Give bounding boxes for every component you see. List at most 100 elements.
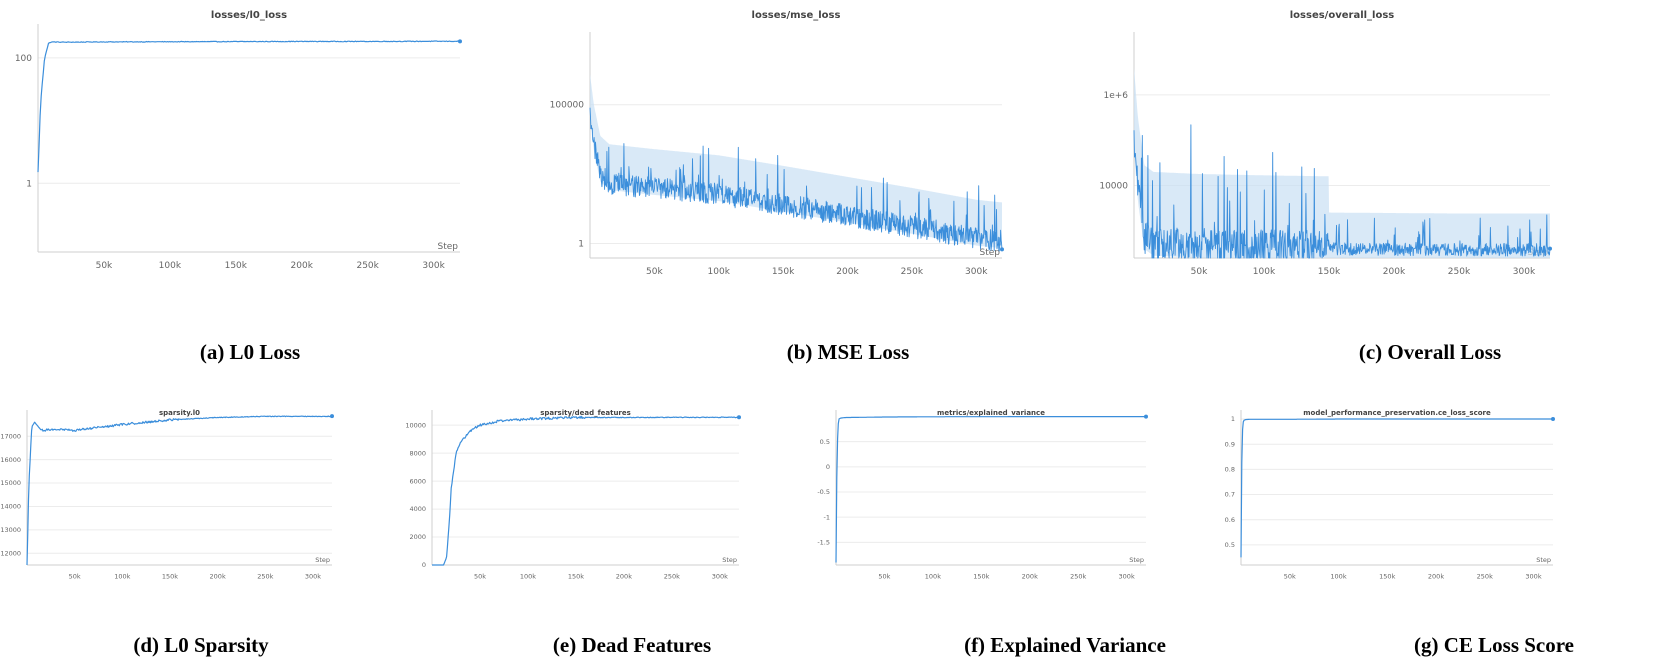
explained-variance-chart: metrics/explained_variance -1.5 -1 -0.5 0 0.5…	[817, 409, 1148, 581]
x-tick-label: 100k	[114, 573, 130, 581]
chart-panel-overall-loss: losses/overall_loss 10000 1e+6 50k 100k 150k 2…	[1099, 0, 1661, 290]
chart-title: model_performance_preservation.ce_loss_s…	[1303, 409, 1491, 417]
y-tick-label: 10000	[1099, 181, 1128, 191]
x-tick-label: 200k	[616, 573, 632, 581]
x-tick-label: 50k	[646, 267, 663, 277]
x-tick-label: 250k	[1448, 267, 1471, 277]
series-range-band	[1134, 67, 1550, 258]
x-tick-label: 50k	[96, 261, 113, 271]
series-line	[1240, 418, 1553, 558]
y-tick-label: 0.9	[1225, 440, 1235, 448]
x-tick-label: 50k	[878, 573, 890, 581]
chart-title: metrics/explained_variance	[937, 409, 1045, 417]
mse-loss-chart: losses/mse_loss 1 100000 50k 100k 150k 200k 250…	[550, 10, 1004, 277]
y-tick-label: 1e+6	[1103, 91, 1128, 101]
y-tick-label: 6000	[409, 477, 426, 485]
series-end-point	[1000, 247, 1004, 252]
l0-loss-chart: losses/l0_loss 1 100 50k 100k 150k 200k 250k 300…	[15, 10, 462, 271]
y-tick-label: 0	[422, 561, 426, 569]
caption-l0-sparsity: (d) L0 Sparsity	[133, 633, 269, 657]
y-tick-label: -1.5	[817, 539, 830, 547]
x-tick-label: 250k	[1070, 573, 1086, 581]
y-tick-label: 14000	[0, 503, 21, 511]
x-tick-label: 100k	[708, 267, 731, 277]
series-line	[835, 416, 1146, 563]
x-tick-label: 150k	[772, 267, 795, 277]
chart-title: losses/mse_loss	[752, 10, 841, 21]
overall-loss-chart: losses/overall_loss 10000 1e+6 50k 100k 150k 2…	[1099, 10, 1552, 277]
caption-dead-features: (e) Dead Features	[552, 633, 712, 657]
series-line	[432, 415, 740, 566]
x-tick-label: 300k	[305, 573, 321, 581]
chart-panel-mse-loss: losses/mse_loss 1 100000 50k 100k 150k 200k 250…	[550, 0, 1020, 290]
y-tick-label: -1	[824, 513, 830, 521]
y-tick-label: 0.5	[1225, 541, 1235, 549]
chart-title: losses/overall_loss	[1290, 10, 1395, 21]
x-tick-label: 150k	[1379, 573, 1395, 581]
dead-features-chart: sparsity/dead_features 0 2000 4000 6000 8000 1…	[405, 409, 741, 581]
series-end-point	[737, 415, 741, 420]
x-tick-label: 50k	[1284, 573, 1296, 581]
ce-loss-score-chart: model_performance_preservation.ce_loss_s…	[1225, 409, 1555, 581]
x-tick-label: 200k	[1383, 267, 1406, 277]
x-tick-label: 150k	[568, 573, 584, 581]
chart-title: losses/l0_loss	[211, 10, 287, 21]
x-tick-label: 150k	[225, 261, 248, 271]
series-end-point	[1548, 246, 1552, 251]
x-tick-label: 250k	[356, 261, 379, 271]
x-axis-label: Step	[1129, 556, 1144, 564]
chart-title: sparsity/dead_features	[540, 409, 631, 417]
series-end-point	[1551, 417, 1555, 422]
y-tick-label: 0.7	[1225, 491, 1235, 499]
y-tick-label: 1	[1231, 415, 1235, 423]
x-tick-label: 300k	[422, 261, 445, 271]
x-tick-label: 50k	[69, 573, 81, 581]
y-tick-label: 100	[15, 54, 32, 64]
x-axis-label: Step	[722, 556, 737, 564]
chart-panel-l0-sparsity: sparsity.l0 12000 13000 14000 15000 16000 1700…	[0, 400, 360, 600]
caption-ce-loss-score: (g) CE Loss Score	[1413, 633, 1575, 657]
x-tick-label: 300k	[1513, 267, 1536, 277]
x-axis-label: Step	[1536, 556, 1551, 564]
y-tick-label: 100000	[550, 101, 585, 111]
x-tick-label: 150k	[973, 573, 989, 581]
series-line	[1133, 124, 1551, 259]
y-tick-label: 10000	[405, 421, 426, 429]
x-tick-label: 300k	[965, 267, 988, 277]
x-tick-label: 300k	[1119, 573, 1135, 581]
series-range-band	[590, 74, 1002, 249]
x-axis-label: Step	[980, 248, 1001, 258]
caption-overall-loss: (c) Overall Loss	[1358, 340, 1502, 364]
series-end-point	[458, 39, 462, 44]
x-tick-label: 250k	[257, 573, 273, 581]
x-tick-label: 150k	[1318, 267, 1341, 277]
y-tick-label: 1	[578, 239, 584, 249]
x-tick-label: 200k	[1428, 573, 1444, 581]
chart-title: sparsity.l0	[159, 409, 200, 417]
series-line	[26, 415, 333, 566]
x-tick-label: 50k	[1191, 267, 1208, 277]
series-end-point	[330, 414, 334, 419]
chart-panel-explained-variance: metrics/explained_variance -1.5 -1 -0.5 0 0.5…	[817, 400, 1220, 600]
x-tick-label: 300k	[712, 573, 728, 581]
caption-l0-loss: (a) L0 Loss	[199, 340, 301, 364]
y-tick-label: 17000	[0, 432, 21, 440]
y-tick-label: 0.6	[1225, 516, 1235, 524]
x-tick-label: 200k	[1022, 573, 1038, 581]
x-tick-label: 100k	[520, 573, 536, 581]
x-tick-label: 250k	[664, 573, 680, 581]
l0-sparsity-chart: sparsity.l0 12000 13000 14000 15000 16000 1700…	[0, 409, 334, 581]
y-tick-label: 0	[826, 463, 830, 471]
y-tick-label: -0.5	[817, 488, 830, 496]
x-tick-label: 100k	[1253, 267, 1276, 277]
x-tick-label: 100k	[159, 261, 182, 271]
y-tick-label: 13000	[0, 526, 21, 534]
x-tick-label: 100k	[925, 573, 941, 581]
x-tick-label: 100k	[1330, 573, 1346, 581]
chart-panel-ce-loss-score: model_performance_preservation.ce_loss_s…	[1225, 400, 1661, 600]
x-axis-label: Step	[315, 556, 330, 564]
y-tick-label: 1	[26, 179, 32, 189]
chart-panel-dead-features: sparsity/dead_features 0 2000 4000 6000 8000 1…	[405, 400, 785, 600]
x-tick-label: 200k	[291, 261, 314, 271]
y-tick-label: 0.5	[820, 438, 830, 446]
